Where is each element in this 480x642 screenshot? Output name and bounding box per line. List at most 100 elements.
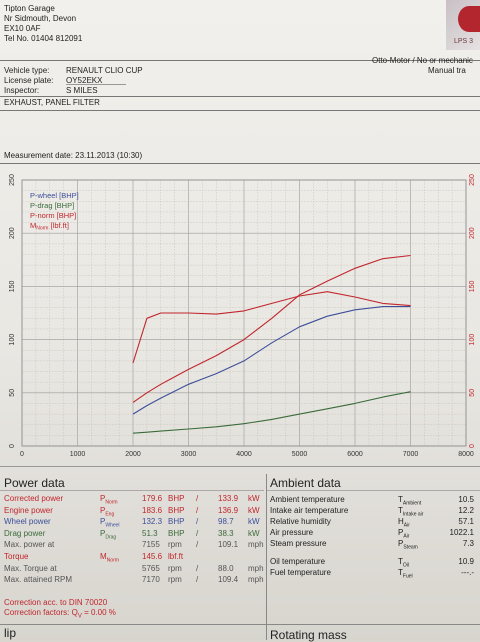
y-tick-label: 50 xyxy=(9,389,16,397)
ambient-row-label: Ambient temperature xyxy=(270,495,345,504)
ambient-row-symbol: HAir xyxy=(398,517,410,529)
power-row-symbol: PWheel xyxy=(100,517,120,529)
chart-grid xyxy=(21,179,467,447)
power-data-title: Power data xyxy=(4,476,65,490)
power-row-symbol: MNorm xyxy=(100,552,119,564)
power-row-unit-2: kW xyxy=(248,505,260,515)
footer-divider xyxy=(0,624,480,625)
ambient-row-symbol: TFuel xyxy=(398,568,413,580)
ambient-symbol-sub: Oil xyxy=(402,562,410,569)
series-line-3 xyxy=(132,291,411,364)
x-tick-label: 6000 xyxy=(347,451,363,458)
ambient-symbol-sub: Air xyxy=(403,522,410,529)
ambient-symbol-sub: Fuel xyxy=(402,573,413,580)
ambient-symbol-sub: Intake air xyxy=(402,511,424,518)
chart-bottom-divider xyxy=(0,466,480,467)
power-symbol-main: P xyxy=(100,528,106,538)
power-row-unit-1: BHP xyxy=(168,505,185,515)
ambient-symbol-main: P xyxy=(398,539,404,548)
ambient-row-value: 7.3 xyxy=(462,539,474,548)
power-symbol-main: P xyxy=(100,494,106,503)
power-symbol-main: P xyxy=(100,505,106,515)
power-symbol-sub: Norm xyxy=(106,557,119,564)
power-symbol-sub: Norm xyxy=(105,499,118,506)
power-row-value-1: 7155 xyxy=(142,540,160,550)
license-value: OY52EKX xyxy=(66,76,103,85)
power-row-value-1: 179.6 xyxy=(142,494,163,503)
correction-factor: Correction factors: QV = 0.00 % xyxy=(4,608,116,620)
power-row-value-2: 133.9 xyxy=(218,494,239,503)
header-divider xyxy=(0,60,480,61)
ambient-symbol-main: T xyxy=(398,557,403,566)
ambient-row-value: 10.9 xyxy=(458,557,474,566)
x-tick-label: 5000 xyxy=(292,451,308,458)
power-row-value-1: 145.6 xyxy=(142,552,163,561)
power-row-separator: / xyxy=(196,517,199,527)
right-tick-label: 100 xyxy=(469,334,476,346)
x-tick-label: 3000 xyxy=(181,451,197,458)
power-row-unit-2: mph xyxy=(248,563,264,573)
chart-legend: P-wheel [BHP]P-drag [BHP]P-norm [BHP]MNo… xyxy=(30,191,79,232)
power-curve-chart: 0 1000 2000 3000 4000 5000 6000 7000 80000501001… xyxy=(9,174,476,458)
vehicle-label: Vehicle type: xyxy=(4,66,50,75)
power-row-value-1: 132.3 xyxy=(142,517,163,527)
power-row-value-2: 98.7 xyxy=(218,517,234,527)
logo-icon xyxy=(458,6,480,32)
x-tick-label: 0 xyxy=(20,451,24,458)
x-tick-label: 2000 xyxy=(125,451,141,458)
power-row-unit-1: BHP xyxy=(168,494,185,503)
ambient-row-value: 1022.1 xyxy=(449,528,474,537)
din-correction: Correction acc. to DIN 70020 xyxy=(4,598,108,607)
ambient-symbol-main: T xyxy=(398,568,403,577)
vehicle-value: RENAULT CLIO CUP xyxy=(66,66,143,75)
power-row-separator: / xyxy=(196,563,199,573)
ambient-title-underline xyxy=(267,490,480,491)
y-tick-label: 100 xyxy=(9,334,16,346)
power-row-value-1: 183.6 xyxy=(142,505,163,515)
series-line-1 xyxy=(132,391,411,434)
chart-axes: 0 1000 2000 3000 4000 5000 6000 7000 80000501001… xyxy=(9,174,476,458)
ambient-symbol-sub: Ambient xyxy=(402,500,422,507)
power-row-label: Engine power xyxy=(4,505,53,515)
power-row-symbol: PNorm xyxy=(100,494,118,506)
inspector-label: Inspector: xyxy=(4,86,40,95)
power-row-unit-2: kW xyxy=(248,517,260,527)
power-row-value-1: 7170 xyxy=(142,575,160,585)
ambient-row-label: Oil temperature xyxy=(270,557,326,566)
correction-factor-value: = 0.00 % xyxy=(84,608,116,617)
power-row-value-2: 109.4 xyxy=(218,575,239,585)
power-row-separator: / xyxy=(196,540,199,550)
power-symbol-sub: Drag xyxy=(105,534,117,541)
power-row-value-1: 51.3 xyxy=(142,528,158,538)
x-tick-label: 8000 xyxy=(458,451,474,458)
y-tick-label: 250 xyxy=(9,174,16,186)
logo-text: LPS 3 xyxy=(454,38,474,45)
power-row-unit-2: mph xyxy=(248,540,264,550)
power-row-unit-2: kW xyxy=(248,528,260,538)
ambient-row-value: 57.1 xyxy=(458,517,474,526)
ambient-row-symbol: TIntake air xyxy=(398,506,423,518)
power-row-unit-1: rpm xyxy=(168,540,182,550)
legend-entry-2: P-norm [BHP] xyxy=(30,211,76,220)
modification-note: EXHAUST, PANEL FILTER xyxy=(4,98,100,107)
ambient-row-label: Relative humidity xyxy=(270,517,331,526)
power-row-value-2: 109.1 xyxy=(218,540,239,550)
power-row-label: Max. Torque at xyxy=(4,563,57,573)
y-tick-label: 200 xyxy=(9,227,16,239)
header-divider-2 xyxy=(0,96,480,97)
right-tick-label: 150 xyxy=(469,280,476,292)
power-row-label: Drag power xyxy=(4,528,46,538)
y-tick-label: 150 xyxy=(9,280,16,292)
measurement-date: Measurement date: 23.11.2013 (10:30) xyxy=(4,151,143,160)
power-symbol-main: M xyxy=(100,552,107,561)
x-tick-label: 1000 xyxy=(70,451,86,458)
legend-entry-0: P-wheel [BHP] xyxy=(30,191,79,200)
legend-entry-3: MNorm [lbf.ft] xyxy=(30,221,69,232)
ambient-symbol-sub: Air xyxy=(403,533,410,540)
footer-left-title: lip xyxy=(4,626,17,640)
power-row-label: Wheel power xyxy=(4,517,51,527)
ambient-symbol-main: H xyxy=(398,517,404,526)
garage-name: Tipton Garage xyxy=(4,4,55,13)
power-row-unit-1: BHP xyxy=(168,517,185,527)
power-title-underline xyxy=(0,490,264,491)
